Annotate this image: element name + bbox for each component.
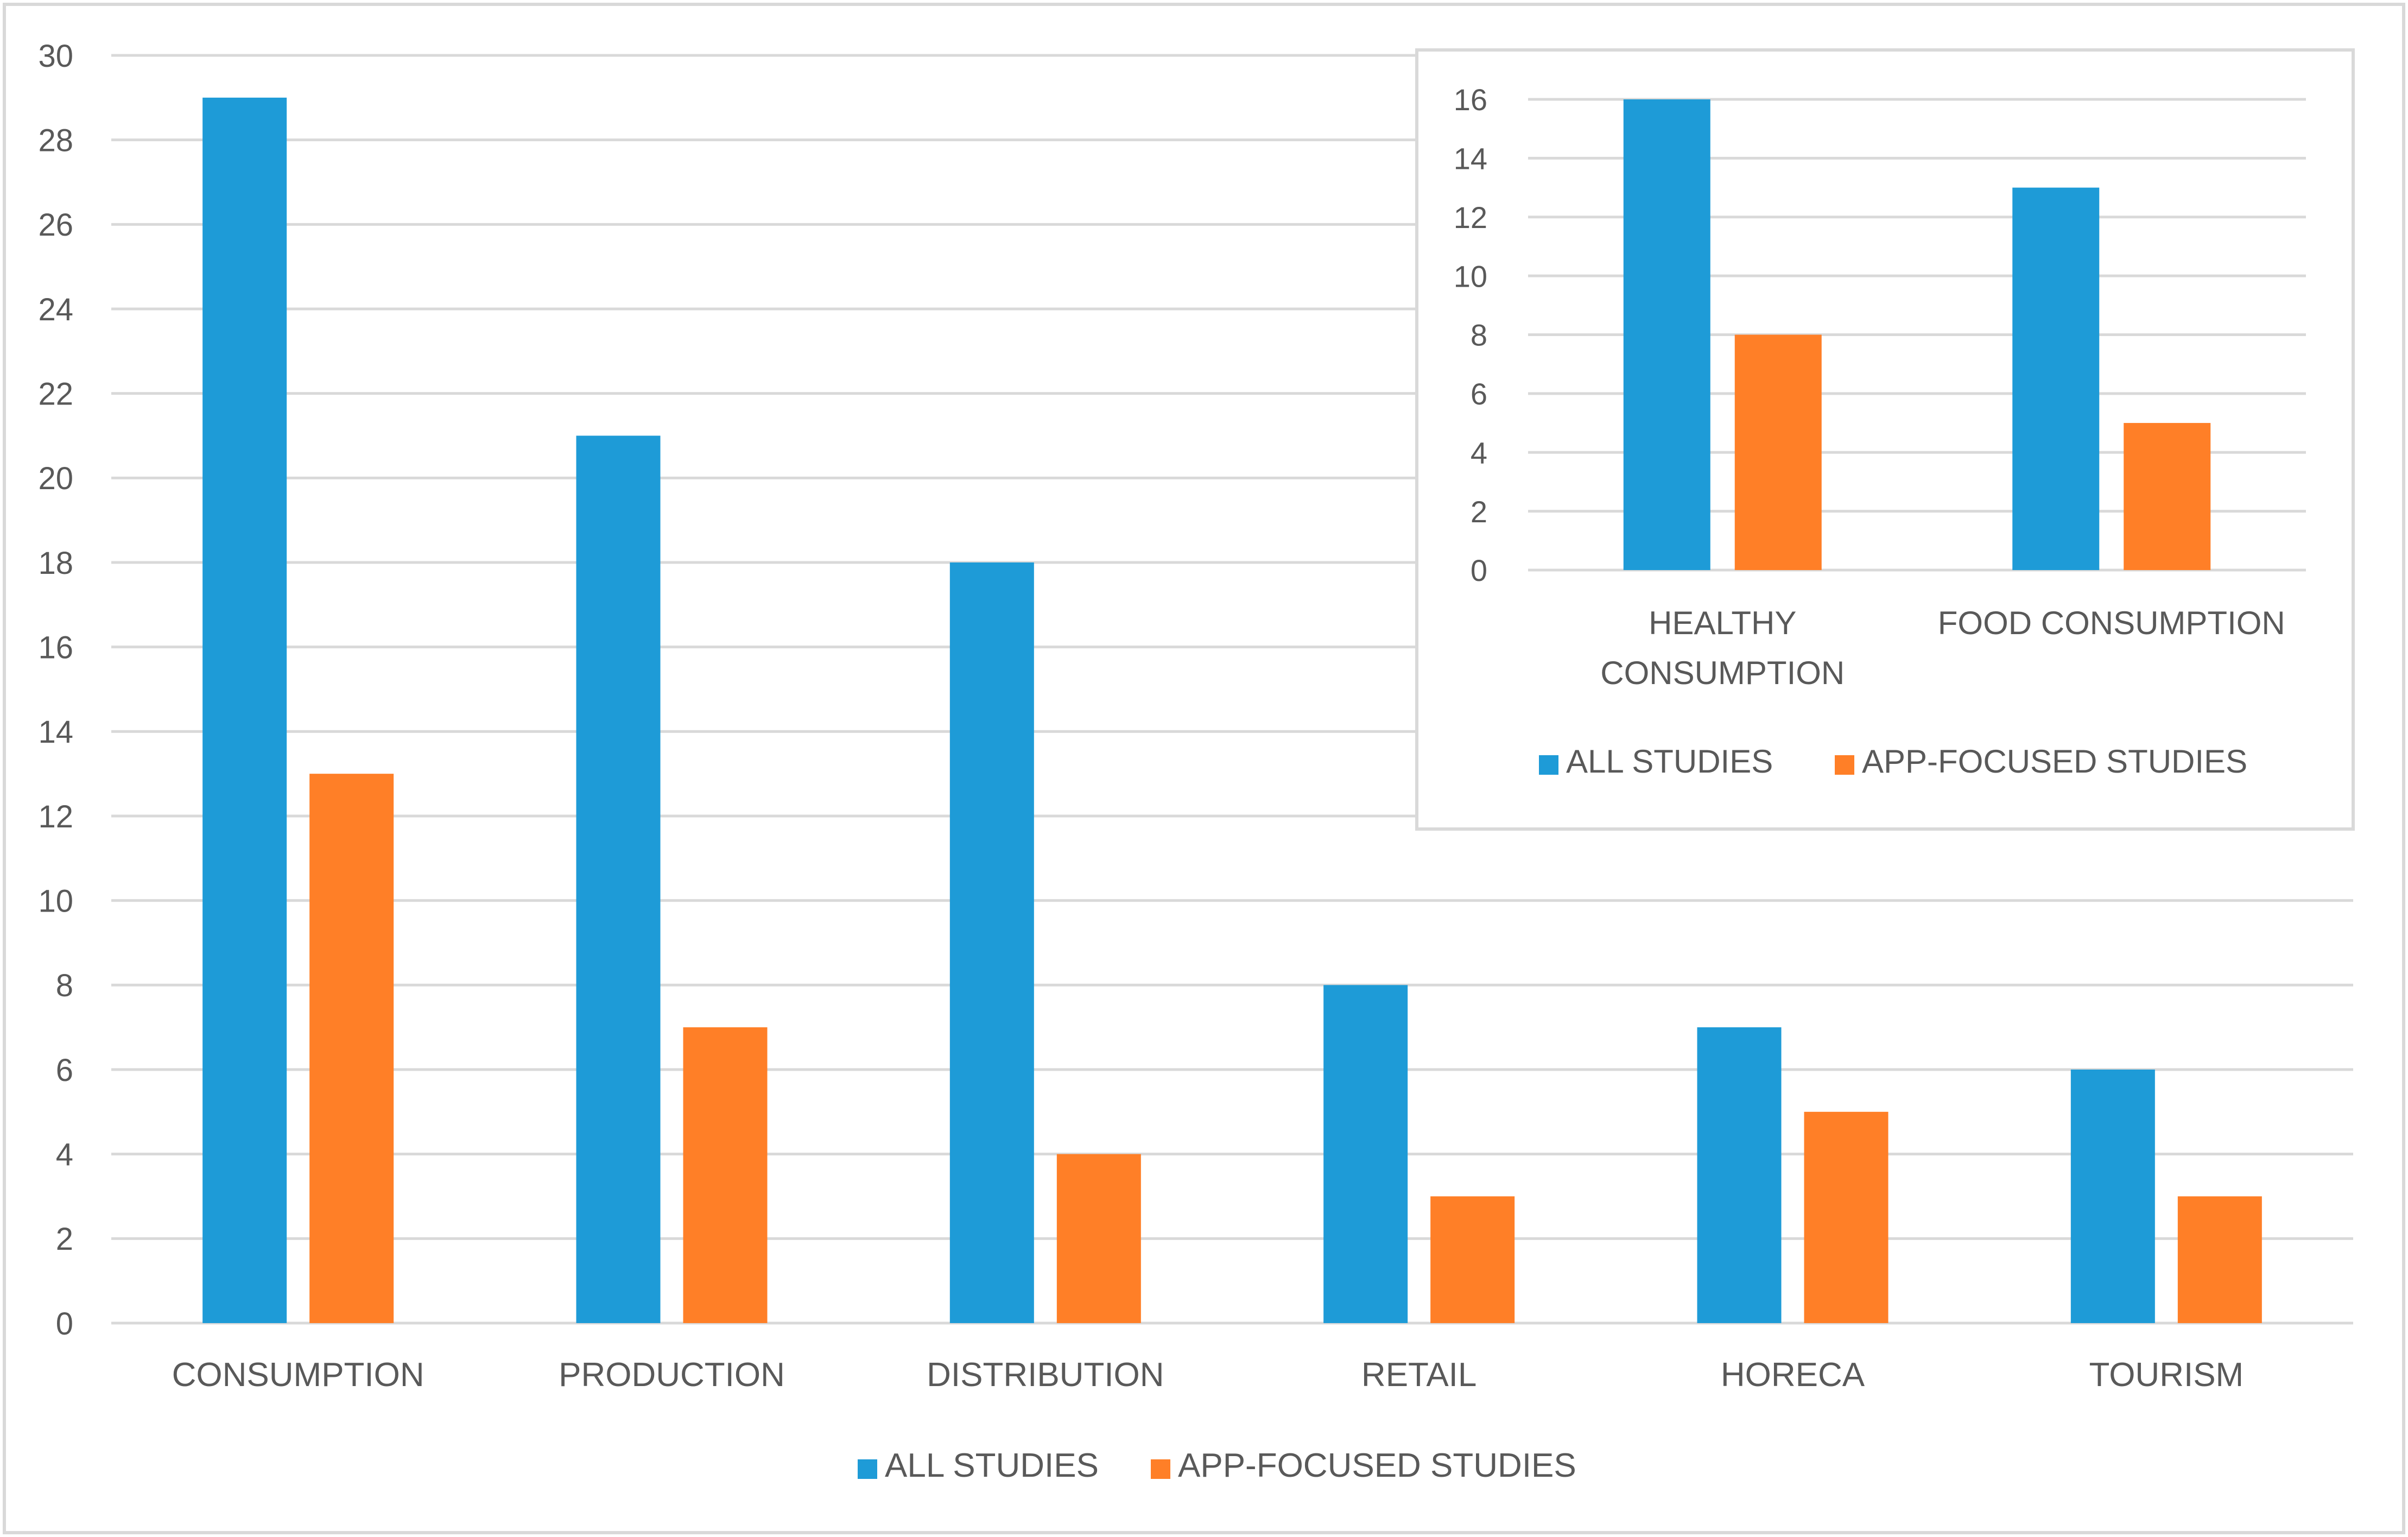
y-tick-label: 10 — [1454, 259, 1487, 293]
y-tick-label: 24 — [38, 292, 73, 327]
y-tick-label: 0 — [56, 1306, 73, 1342]
x-category-label: FOOD CONSUMPTION — [1938, 605, 2285, 641]
legend-swatch-app-focused-studies — [1835, 755, 1854, 775]
y-tick-label: 16 — [1454, 83, 1487, 117]
y-tick-label: 28 — [38, 123, 73, 159]
legend-swatch-all-studies — [1539, 755, 1558, 775]
bar-app-focused-studies — [683, 1027, 768, 1323]
inset-chart: 0 2 4 6 8 10 12 14 16 HEALTHY CONSUMPTION FOOD CONS… — [1454, 83, 2306, 780]
y-tick-label: 8 — [1471, 318, 1487, 352]
bar-app-focused-studies — [309, 774, 394, 1323]
bar-all-studies — [949, 562, 1034, 1323]
y-tick-label: 10 — [38, 884, 73, 919]
bar-app-focused-studies — [2124, 423, 2211, 570]
y-tick-label: 20 — [38, 461, 73, 496]
x-category-label: DISTRIBUTION — [927, 1356, 1164, 1394]
bar-all-studies — [1697, 1027, 1782, 1323]
bar-app-focused-studies — [1056, 1154, 1141, 1323]
y-tick-label: 22 — [38, 377, 73, 412]
y-tick-label: 6 — [56, 1053, 73, 1088]
legend-swatch-app-focused-studies — [1151, 1459, 1170, 1479]
x-category-label: HEALTHY — [1649, 605, 1796, 641]
bar-app-focused-studies — [1430, 1196, 1515, 1323]
x-category-label: CONSUMPTION — [172, 1356, 424, 1394]
legend-label-app-focused-studies: APP-FOCUSED STUDIES — [1862, 743, 2247, 780]
bar-all-studies — [202, 97, 287, 1324]
y-tick-label: 2 — [56, 1222, 73, 1257]
y-tick-label: 8 — [56, 968, 73, 1003]
y-tick-label: 26 — [38, 207, 73, 243]
y-tick-label: 4 — [56, 1137, 73, 1173]
bar-app-focused-studies — [1734, 334, 1822, 570]
y-tick-label: 12 — [38, 799, 73, 834]
y-tick-label: 0 — [1471, 553, 1487, 587]
x-category-label: CONSUMPTION — [1600, 655, 1845, 691]
bar-app-focused-studies — [1804, 1111, 1889, 1323]
y-tick-label: 2 — [1471, 495, 1487, 529]
bar-all-studies — [1323, 985, 1408, 1323]
bar-all-studies — [1623, 99, 1710, 570]
x-category-label: RETAIL — [1361, 1356, 1477, 1394]
legend-label-app-focused-studies: APP-FOCUSED STUDIES — [1178, 1447, 1576, 1484]
bar-all-studies — [2012, 187, 2100, 570]
bar-all-studies — [576, 435, 661, 1323]
legend-label-all-studies: ALL STUDIES — [1566, 743, 1773, 780]
y-tick-label: 18 — [38, 546, 73, 581]
bar-app-focused-studies — [2177, 1196, 2262, 1323]
bar-all-studies — [2070, 1070, 2155, 1323]
y-tick-label: 16 — [38, 630, 73, 666]
x-category-label: PRODUCTION — [559, 1356, 785, 1394]
inset-border — [1415, 48, 2355, 831]
y-tick-label: 12 — [1454, 200, 1487, 235]
y-tick-label: 30 — [38, 39, 73, 74]
x-category-label: TOURISM — [2089, 1356, 2244, 1394]
y-tick-label: 4 — [1471, 435, 1487, 470]
y-tick-label: 6 — [1471, 377, 1487, 411]
legend-swatch-all-studies — [858, 1459, 877, 1479]
legend-label-all-studies: ALL STUDIES — [885, 1447, 1099, 1484]
y-tick-label: 14 — [1454, 142, 1487, 176]
y-tick-label: 14 — [38, 714, 73, 750]
x-category-label: HORECA — [1721, 1356, 1865, 1394]
